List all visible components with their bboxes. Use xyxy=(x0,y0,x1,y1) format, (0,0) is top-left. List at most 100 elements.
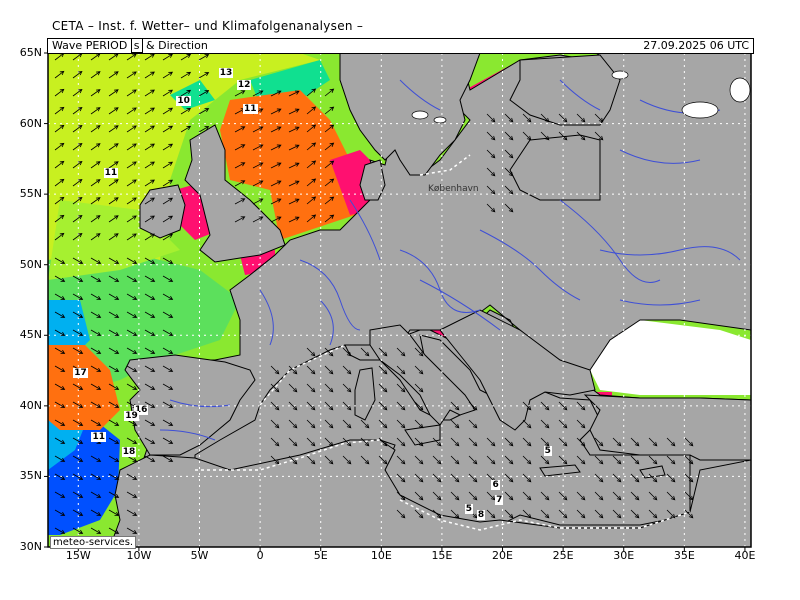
lat-label: 45N xyxy=(19,328,42,342)
direction-arrow xyxy=(342,365,352,375)
direction-arrow xyxy=(522,419,532,429)
direction-arrow xyxy=(72,257,84,264)
direction-arrow xyxy=(54,437,66,444)
direction-arrow xyxy=(126,527,138,534)
direction-arrow xyxy=(108,89,119,97)
direction-arrow xyxy=(324,214,335,223)
period-value: 12 xyxy=(236,80,252,91)
direction-arrow xyxy=(540,491,550,501)
direction-arrow xyxy=(324,178,335,187)
direction-arrow xyxy=(288,108,300,115)
direction-arrow xyxy=(72,491,84,498)
direction-arrow xyxy=(126,107,137,115)
land-italy xyxy=(369,324,476,426)
direction-arrow xyxy=(450,509,460,519)
direction-arrow xyxy=(126,233,137,241)
direction-arrow xyxy=(180,89,192,97)
direction-arrow xyxy=(162,215,174,223)
direction-arrow xyxy=(612,491,622,501)
direction-arrow xyxy=(612,473,622,483)
direction-arrow xyxy=(414,383,424,393)
direction-arrow xyxy=(396,419,406,429)
direction-arrow xyxy=(54,383,66,390)
direction-arrow xyxy=(414,491,424,501)
direction-arrow xyxy=(144,215,155,223)
lon-label: 5W xyxy=(190,549,209,562)
direction-arrow xyxy=(162,233,174,241)
direction-arrow xyxy=(54,124,65,133)
direction-arrow xyxy=(90,473,102,480)
direction-arrow xyxy=(378,419,388,429)
direction-arrow xyxy=(162,311,174,318)
direction-arrow xyxy=(270,419,280,429)
period-value: 11 xyxy=(103,167,119,178)
direction-arrow xyxy=(72,142,83,151)
direction-arrow xyxy=(414,437,424,447)
direction-arrow xyxy=(396,347,406,357)
direction-arrow xyxy=(90,197,101,205)
direction-arrow xyxy=(324,455,334,465)
direction-arrow xyxy=(90,419,102,426)
period-value: 17 xyxy=(73,368,88,379)
direction-arrow xyxy=(126,179,137,187)
direction-arrow xyxy=(144,401,156,408)
direction-arrow xyxy=(90,311,102,318)
direction-arrow xyxy=(162,257,174,264)
sea-north-orange xyxy=(220,90,355,240)
direction-arrow xyxy=(162,143,174,151)
direction-arrow xyxy=(54,106,65,115)
lat-label: 60N xyxy=(19,116,42,130)
direction-arrow xyxy=(108,527,120,534)
direction-arrow xyxy=(234,162,246,169)
direction-arrow xyxy=(306,106,317,115)
sea-cyan xyxy=(250,60,330,105)
direction-arrow xyxy=(72,293,84,300)
period-value: 7 xyxy=(495,495,504,506)
direction-arrow xyxy=(450,491,460,501)
direction-arrow xyxy=(432,473,442,483)
direction-arrow xyxy=(522,473,532,483)
direction-arrow xyxy=(558,455,568,465)
direction-arrow xyxy=(54,419,66,426)
direction-arrow xyxy=(414,473,424,483)
direction-arrow xyxy=(144,455,156,462)
direction-arrow xyxy=(576,401,586,411)
land-balkans xyxy=(439,309,596,431)
direction-arrow xyxy=(450,401,460,411)
direction-arrow xyxy=(126,491,138,498)
period-value: 5 xyxy=(464,503,474,514)
direction-arrow xyxy=(252,90,264,97)
direction-arrow xyxy=(54,257,66,264)
period-value: 5 xyxy=(543,446,552,457)
direction-arrow xyxy=(108,143,119,151)
direction-arrow xyxy=(432,437,442,447)
direction-arrow xyxy=(90,161,101,169)
direction-arrow xyxy=(234,90,246,97)
direction-arrow xyxy=(90,179,101,187)
direction-arrow xyxy=(270,108,282,115)
direction-arrow xyxy=(378,365,388,375)
direction-arrow xyxy=(306,347,316,357)
direction-arrow xyxy=(270,365,280,375)
direction-arrow xyxy=(378,401,388,411)
wave-direction-arrows xyxy=(54,53,694,534)
direction-arrow xyxy=(108,329,120,336)
direction-arrow xyxy=(270,437,280,447)
direction-arrow xyxy=(126,71,137,79)
direction-arrow xyxy=(360,347,370,357)
direction-arrow xyxy=(198,54,210,61)
direction-arrow xyxy=(144,437,156,444)
direction-arrow xyxy=(558,401,568,411)
direction-arrow xyxy=(90,257,102,264)
direction-arrow xyxy=(234,198,246,205)
direction-arrow xyxy=(504,509,514,519)
direction-arrow xyxy=(324,106,335,115)
direction-arrow xyxy=(198,126,210,133)
lon-label: 15E xyxy=(431,549,453,562)
direction-arrow xyxy=(504,167,514,177)
direction-arrow xyxy=(126,197,137,205)
direction-arrow xyxy=(648,455,658,465)
period-value: 19 xyxy=(124,410,139,421)
direction-arrow xyxy=(504,473,514,483)
direction-arrow xyxy=(486,437,496,447)
